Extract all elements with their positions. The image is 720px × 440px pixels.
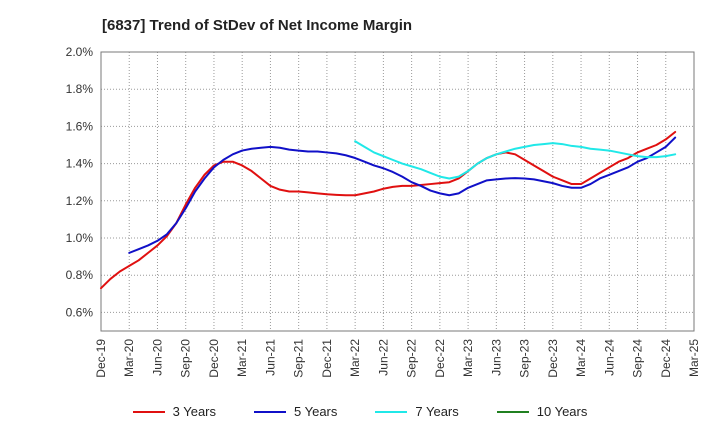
legend-label: 5 Years [294, 404, 338, 419]
legend-item: 7 Years [375, 404, 459, 419]
legend-swatch [375, 410, 408, 413]
x-tick-label: Dec-20 [207, 339, 221, 378]
legend-label: 7 Years [415, 404, 459, 419]
chart-svg: 0.6% 0.8% 1.0% 1.2% 1.4% 1.6% 1.8% 2.0% Dec-19 Ma… [66, 45, 701, 378]
x-tick-label: Dec-24 [659, 339, 673, 378]
x-tick-label: Mar-22 [348, 339, 362, 377]
legend-label: 10 Years [536, 404, 588, 419]
x-tick-label: Sep-22 [405, 339, 419, 378]
legend-swatch [254, 410, 286, 413]
x-tick-label: Sep-24 [631, 339, 645, 378]
legend-label: 3 Years [172, 404, 216, 419]
y-tick-label: 1.4% [66, 157, 94, 171]
y-tick-label: 1.2% [66, 194, 94, 208]
x-tick-label: Mar-21 [235, 339, 249, 377]
x-tick-label: Sep-21 [292, 339, 306, 378]
x-tick-label: Mar-25 [687, 339, 701, 377]
x-tick-label: Jun-21 [263, 339, 277, 376]
series-line-3-years [100, 130, 677, 290]
legend-item: 10 Years [496, 404, 588, 419]
x-tick-label: Jun-24 [602, 339, 616, 376]
x-tick-label: Dec-21 [320, 339, 334, 378]
y-tick-label: 0.8% [66, 268, 94, 282]
x-tick-label: Dec-22 [433, 339, 447, 378]
x-tick-label: Mar-24 [574, 339, 588, 377]
legend-swatch [496, 410, 529, 413]
x-tick-label: Jun-20 [150, 339, 164, 376]
chart-title: [6837] Trend of StDev of Net Income Marg… [102, 17, 413, 34]
series-line-7-years [354, 140, 677, 180]
legend-swatch [132, 410, 165, 413]
series-line-5-years [128, 136, 677, 254]
x-tick-label: Dec-23 [546, 339, 560, 378]
x-tick-label: Mar-20 [122, 339, 136, 377]
x-tick-label: Jun-22 [376, 339, 390, 376]
chart-legend: 3 Years 5 Years 7 Years 10 Years [0, 404, 720, 419]
legend-item: 5 Years [254, 404, 337, 419]
x-tick-label: Sep-23 [518, 339, 532, 378]
legend-item: 3 Years [132, 404, 216, 419]
x-tick-label: Dec-19 [94, 339, 108, 378]
plot-frame [100, 51, 695, 332]
x-tick-label: Sep-20 [179, 339, 193, 378]
x-tick-label: Mar-23 [461, 339, 475, 377]
y-tick-label: 1.6% [66, 119, 94, 133]
y-tick-label: 1.0% [66, 231, 94, 245]
y-tick-label: 0.6% [66, 305, 94, 319]
x-tick-label: Jun-23 [489, 339, 503, 376]
y-tick-label: 1.8% [66, 82, 94, 96]
y-tick-label: 2.0% [66, 45, 94, 59]
